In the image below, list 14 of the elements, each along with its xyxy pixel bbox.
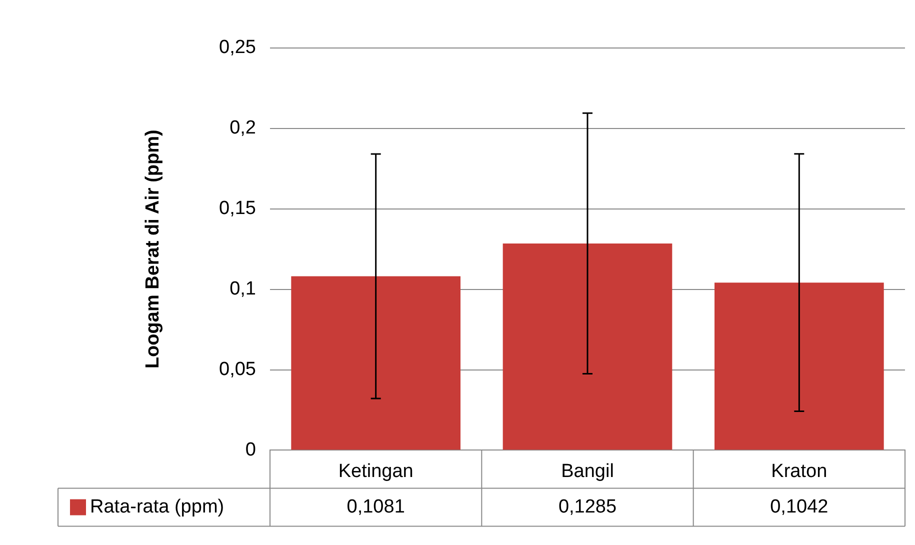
x-tick-label: Kraton <box>771 460 828 482</box>
data-label: 0,1081 <box>346 496 405 518</box>
y-tick-label: 0,2 <box>230 118 256 139</box>
data-label: 0,1042 <box>770 496 828 518</box>
y-tick-label: 0,1 <box>230 278 256 300</box>
x-tick-label: Ketingan <box>338 460 414 482</box>
y-tick-label: 0 <box>245 439 256 460</box>
y-tick-label: 0,25 <box>219 37 256 58</box>
y-tick-label: 0,05 <box>219 358 256 380</box>
data-label: 0,1285 <box>558 496 617 518</box>
legend-label: Rata-rata (ppm) <box>90 496 224 518</box>
x-tick-label: Bangil <box>561 460 614 482</box>
y-axis-title: Loogam Berat di Air (ppm) <box>142 130 164 369</box>
y-tick-label: 0,15 <box>219 198 256 220</box>
